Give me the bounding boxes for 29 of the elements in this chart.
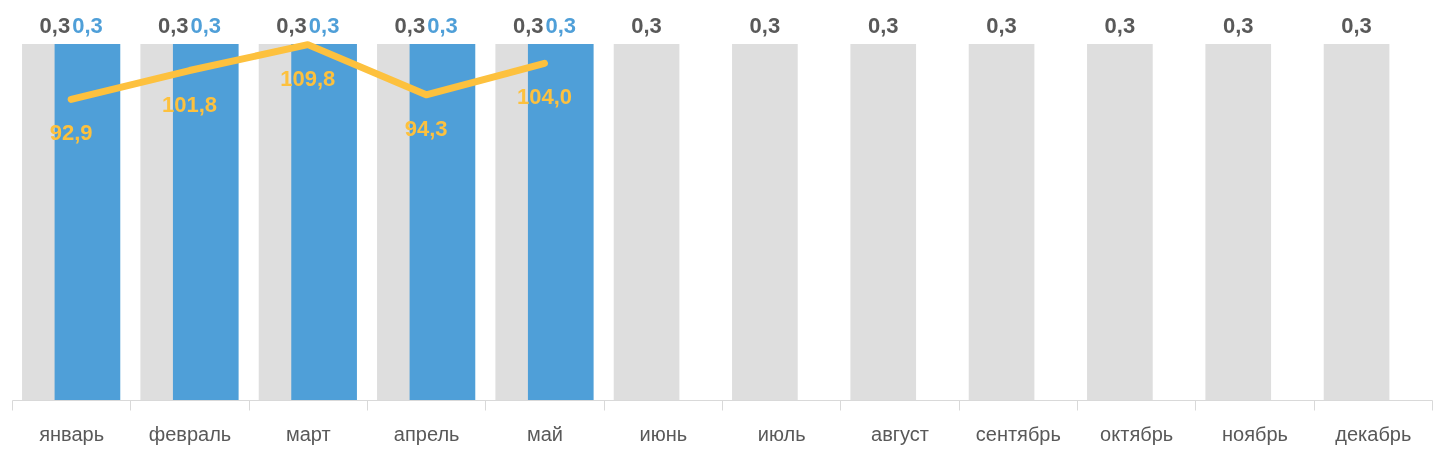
data-label: 0,3 [749,13,781,38]
data-label: 0,3 [308,13,340,38]
x-tick-label: сентябрь [975,422,1061,445]
x-tick-label: май [526,422,564,445]
data-label: 0,3 [157,13,189,38]
x-tick-label: апрель [393,422,460,445]
data-label: 0,3 [986,13,1017,38]
data-label: 0,3 [1222,13,1254,38]
data-label: 0,3 [427,13,458,38]
data-label: 0,3 [1104,13,1136,38]
data-label: 0,3 [512,13,544,38]
data-label: 0,3 [72,13,103,38]
data-label: 0,3 [394,13,426,38]
x-tick-label: август [871,422,929,445]
x-tick-label: январь [39,422,105,445]
x-tick-label: ноябрь [1222,422,1288,445]
data-label: 0,3 [276,13,307,38]
data-label: 0,3 [867,13,899,38]
x-tick-label: февраль [148,422,232,445]
x-tick-label: октябрь [1100,422,1174,445]
x-tick-label: март [285,422,331,445]
data-label: 0,3 [1341,13,1372,38]
x-tick-label: июль [757,422,806,445]
data-label: 0,3 [39,13,71,38]
data-label: 0,3 [631,13,662,38]
data-label: 0,3 [190,13,222,38]
x-tick-label: июнь [639,422,688,445]
data-label: 0,3 [545,13,577,38]
x-tick-label: декабрь [1335,422,1412,445]
